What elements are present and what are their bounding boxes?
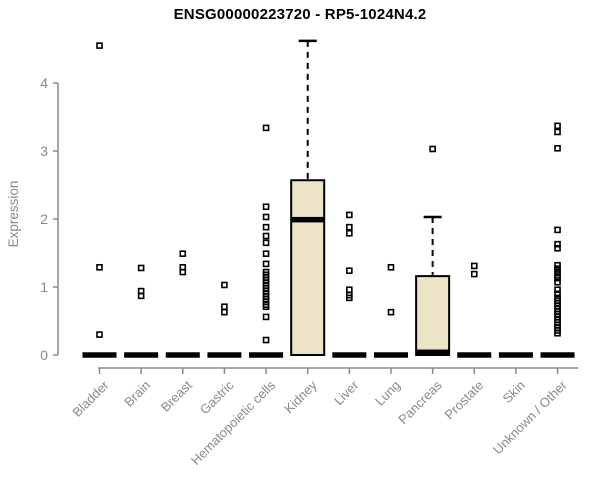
median-line <box>249 352 284 358</box>
x-tick-label: Bladder <box>69 377 112 420</box>
x-tick-label: Pancreas <box>395 377 445 427</box>
outlier-point <box>429 145 436 153</box>
x-tick-label: Kidney <box>281 377 320 416</box>
outlier-point <box>137 264 145 272</box>
chart-title: ENSG00000223720 - RP5-1024N4.2 <box>173 6 427 23</box>
outlier-point <box>137 292 145 300</box>
x-tick-label: Skin <box>500 378 528 406</box>
outlier-point <box>96 263 103 271</box>
median-line <box>207 352 242 358</box>
outlier-point <box>221 308 228 316</box>
y-axis-title: Expression <box>6 180 21 248</box>
outlier-point <box>262 203 270 211</box>
x-tick-label: Liver <box>331 377 362 408</box>
median-line <box>124 352 159 358</box>
outlier-point <box>554 226 561 234</box>
x-tick-label: Lung <box>372 378 403 409</box>
x-tick-label: Prostate <box>442 378 487 423</box>
median-line <box>373 352 408 358</box>
outlier-point <box>262 313 270 321</box>
outlier-point <box>346 267 353 274</box>
median-line <box>332 352 367 358</box>
outlier-point <box>554 290 561 298</box>
median-line <box>416 349 450 356</box>
y-tick-label: 2 <box>40 211 48 227</box>
y-tick-label: 1 <box>40 279 48 295</box>
outlier-point <box>346 223 353 231</box>
outlier-point <box>554 274 561 282</box>
outlier-point <box>262 232 270 240</box>
outlier-point <box>387 263 395 271</box>
outlier-point <box>470 262 478 270</box>
outlier-point <box>346 211 353 219</box>
outlier-point <box>554 128 561 136</box>
outlier-point <box>96 42 103 49</box>
x-tick-label: Brain <box>121 378 153 410</box>
y-tick-label: 3 <box>40 143 48 159</box>
outlier-point <box>346 286 353 294</box>
median-line <box>540 352 575 358</box>
outlier-point <box>221 303 228 311</box>
outlier-point <box>554 240 561 248</box>
median-line <box>165 352 200 358</box>
outlier-point <box>262 250 270 257</box>
outlier-point <box>262 213 270 221</box>
outlier-point <box>262 260 270 268</box>
outlier-point <box>221 281 228 289</box>
outlier-point <box>554 268 561 276</box>
outlier-point <box>554 122 561 130</box>
outlier-point <box>554 265 561 272</box>
outlier-point <box>554 278 561 286</box>
outlier-point <box>262 124 270 132</box>
outlier-point <box>470 270 478 278</box>
outlier-point <box>179 268 187 276</box>
outlier-point <box>262 223 270 231</box>
outlier-point <box>554 329 561 337</box>
x-tick-label: Gastric <box>197 377 237 417</box>
median-line <box>457 352 492 358</box>
outlier-point <box>262 239 270 247</box>
x-tick-label: Breast <box>158 377 195 414</box>
median-line <box>291 216 325 223</box>
x-tick-label: Unknown / Other <box>490 377 570 457</box>
outlier-point <box>346 229 353 237</box>
outlier-point <box>346 294 353 302</box>
outlier-point <box>262 303 270 311</box>
box <box>415 275 451 356</box>
outlier-point <box>262 336 270 344</box>
outlier-point <box>179 250 187 257</box>
y-tick-label: 0 <box>40 347 48 363</box>
outlier-point <box>96 331 103 338</box>
outlier-point <box>554 286 561 294</box>
outlier-point <box>554 261 561 269</box>
outlier-point <box>554 244 561 252</box>
median-line <box>82 352 117 358</box>
outlier-point <box>387 308 395 316</box>
median-line <box>498 352 533 358</box>
outlier-point <box>554 144 561 152</box>
y-tick-label: 4 <box>40 75 48 91</box>
box <box>290 179 326 356</box>
